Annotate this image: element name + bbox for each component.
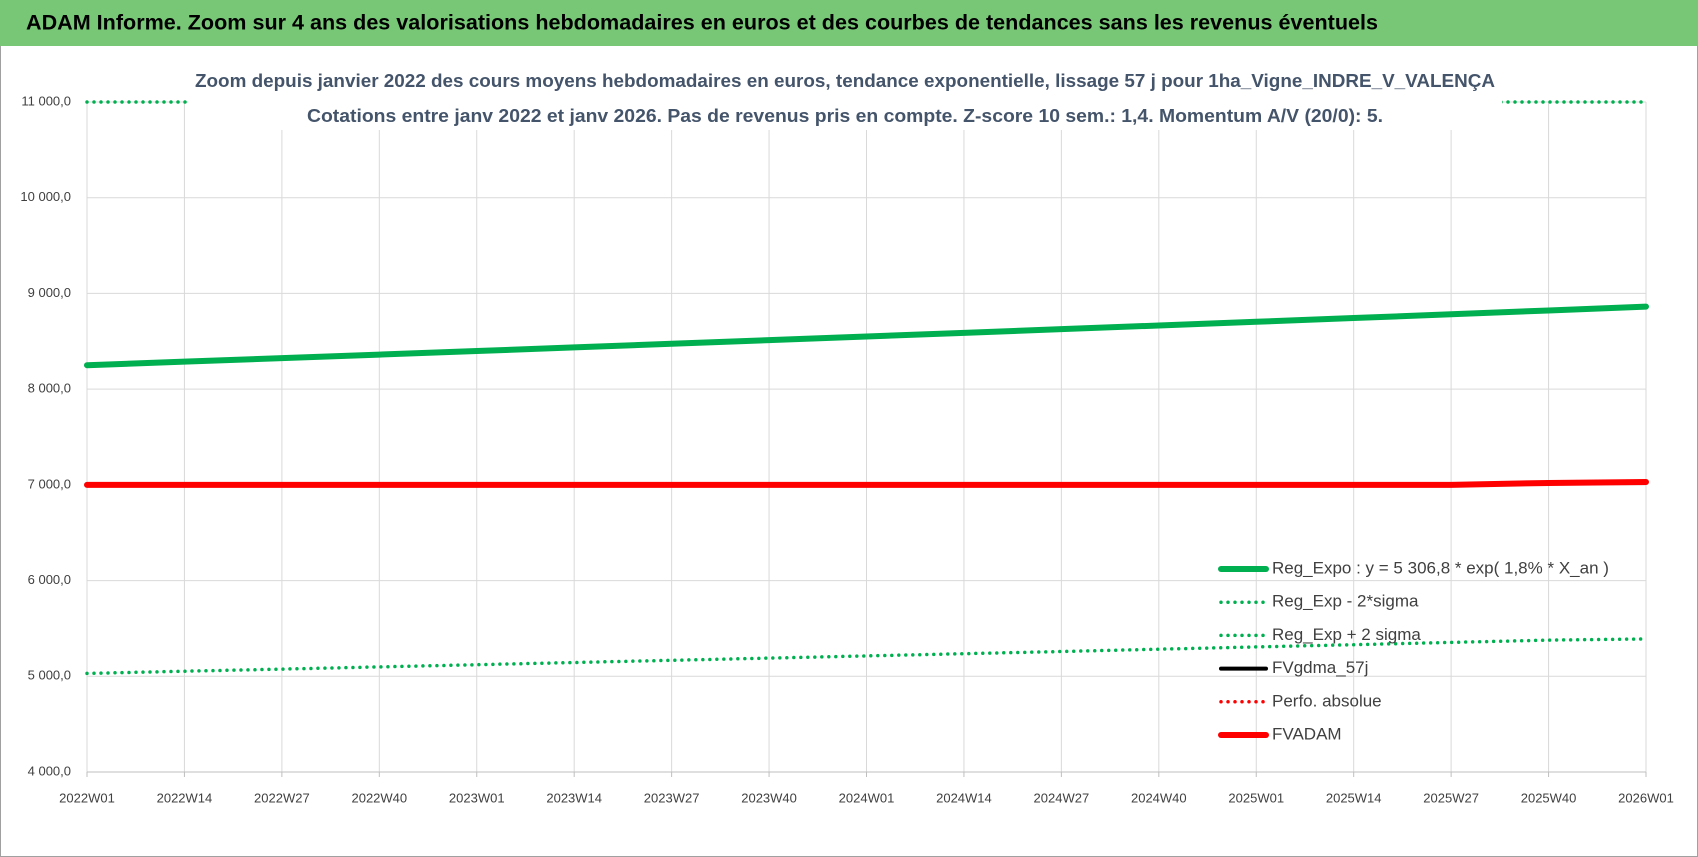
y-tick-label: 10 000,0 [20, 189, 71, 204]
x-tick-label: 2025W01 [1228, 790, 1284, 805]
legend-label: Perfo. absolue [1272, 691, 1382, 710]
x-tick-label: 2023W14 [546, 790, 602, 805]
subtitle: Zoom depuis janvier 2022 des cours moyen… [195, 71, 1495, 91]
y-tick-label: 11 000,0 [21, 93, 71, 108]
y-tick-label: 6 000,0 [28, 572, 71, 587]
x-tick-label: 2024W14 [936, 790, 992, 805]
series-line [85, 637, 1648, 676]
x-tick-label: 2022W01 [59, 790, 115, 805]
legend: Reg_Expo : y = 5 306,8 * exp( 1,8% * X_a… [1218, 558, 1609, 743]
x-tick-label: 2024W27 [1034, 790, 1090, 805]
x-tick-label: 2023W40 [741, 790, 797, 805]
x-tick-label: 2024W01 [839, 790, 895, 805]
legend-label: Reg_Exp - 2*sigma [1272, 592, 1419, 611]
subtitle-box [188, 62, 1502, 130]
x-tick-label: 2024W40 [1131, 790, 1187, 805]
x-tick-label: 2025W14 [1326, 790, 1382, 805]
x-tick-label: 2023W27 [644, 790, 700, 805]
series-line [84, 478, 1649, 488]
legend-label: Reg_Exp + 2 sigma [1272, 625, 1421, 644]
subtitle: Cotations entre janv 2022 et janv 2026. … [307, 106, 1383, 126]
y-tick-label: 8 000,0 [28, 381, 71, 396]
x-tick-label: 2025W40 [1521, 790, 1577, 805]
title-banner [0, 0, 1698, 46]
y-tick-label: 9 000,0 [28, 285, 71, 300]
legend-label: FVADAM [1272, 724, 1342, 743]
chart-title: ADAM Informe. Zoom sur 4 ans des valoris… [26, 12, 1378, 35]
y-tick-label: 4 000,0 [28, 763, 71, 778]
series-line [84, 303, 1649, 369]
legend-label: Reg_Expo : y = 5 306,8 * exp( 1,8% * X_a… [1272, 558, 1609, 577]
x-tick-label: 2022W14 [157, 790, 213, 805]
legend-label: FVgdma_57j [1272, 658, 1368, 677]
y-tick-label: 5 000,0 [28, 668, 71, 683]
x-tick-label: 2025W27 [1423, 790, 1479, 805]
y-tick-label: 7 000,0 [28, 476, 71, 491]
x-tick-label: 2026W01 [1618, 790, 1674, 805]
x-tick-label: 2023W01 [449, 790, 505, 805]
x-tick-label: 2022W27 [254, 790, 310, 805]
x-tick-label: 2022W40 [351, 790, 407, 805]
